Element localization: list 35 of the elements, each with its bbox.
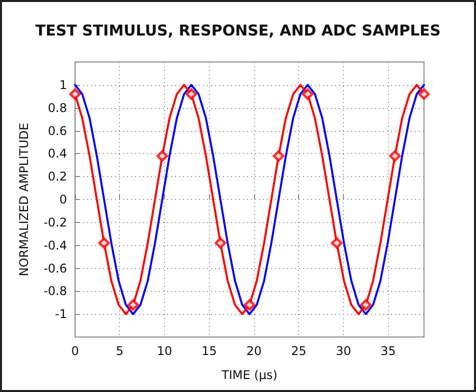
y-tick-label: -0.4 — [44, 238, 67, 252]
y-tick-label: -1 — [55, 307, 67, 322]
point — [272, 150, 284, 162]
y-axis-title: NORMALIZED AMPLITUDE — [17, 122, 31, 276]
x-tick-label: 0 — [71, 344, 79, 358]
x-axis-title: TIME (µs) — [220, 368, 278, 382]
x-tick-label: 30 — [336, 344, 352, 358]
point — [214, 237, 226, 249]
x-tick-label: 35 — [380, 344, 396, 358]
point — [69, 88, 81, 100]
x-tick-label: 20 — [246, 344, 262, 358]
point — [98, 237, 110, 249]
y-tick-label: -0.6 — [44, 261, 67, 276]
y-tick-label: 1 — [59, 78, 67, 92]
point — [331, 237, 342, 249]
x-tick-label: 15 — [202, 344, 217, 358]
point — [302, 88, 314, 100]
chart-title: TEST STIMULUS, RESPONSE, AND ADC SAMPLES — [35, 22, 441, 40]
point — [360, 299, 372, 311]
point — [389, 150, 401, 162]
point — [156, 150, 168, 162]
x-tick-label: 5 — [116, 344, 124, 358]
y-tick-label: -0.2 — [44, 215, 67, 230]
point — [418, 88, 430, 100]
x-tick-label: 25 — [291, 344, 306, 358]
y-tick-label: 0.4 — [48, 146, 67, 161]
y-tick-label: 0.6 — [48, 124, 67, 138]
y-tick-label: 0.8 — [48, 100, 67, 115]
y-tick-label: 0.2 — [48, 170, 67, 184]
x-tick-label: 10 — [156, 344, 172, 358]
y-tick-label: -0.8 — [44, 284, 67, 298]
point — [186, 88, 198, 100]
point — [244, 299, 256, 311]
point — [127, 299, 139, 311]
y-tick-label: 0 — [59, 192, 67, 206]
